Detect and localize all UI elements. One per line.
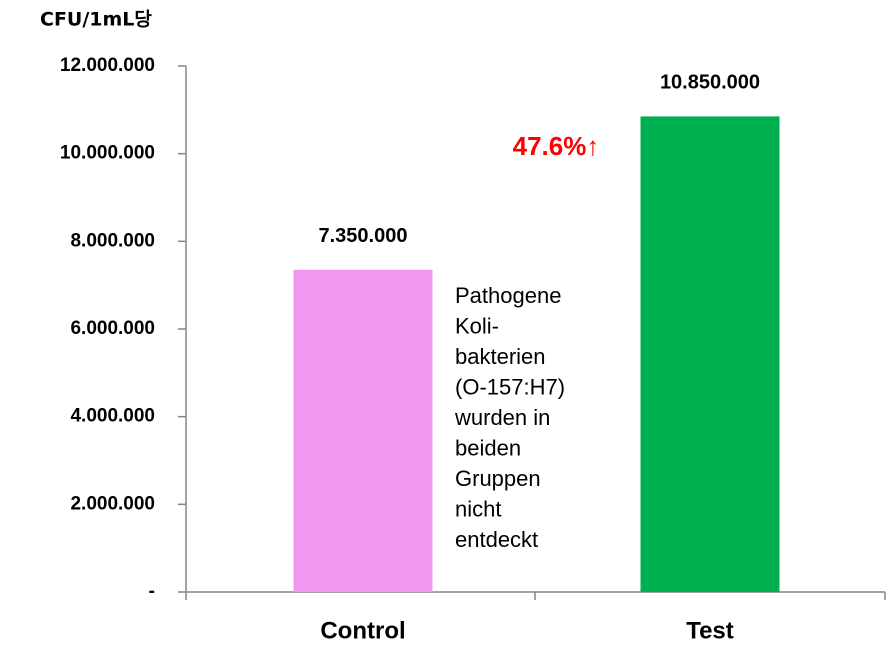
y-tick-label: 8.000.000 — [70, 230, 155, 251]
x-tick-label: Control — [320, 617, 405, 644]
note-line: wurden in — [454, 405, 550, 430]
bar — [640, 116, 780, 593]
increase-annotation: 47.6%↑ — [513, 131, 600, 161]
note-line: Koli- — [455, 313, 499, 338]
note-line: entdeckt — [455, 527, 538, 552]
note-line: nicht — [455, 496, 501, 521]
y-tick-label: 12.000.000 — [60, 55, 155, 76]
note-line: Gruppen — [455, 466, 541, 491]
y-tick-label: - — [149, 581, 155, 602]
note-line: bakterien — [455, 344, 546, 369]
y-tick-label: 4.000.000 — [70, 406, 155, 427]
note-line: beiden — [455, 435, 521, 460]
y-tick-label: 2.000.000 — [70, 493, 155, 514]
x-tick-label: Test — [686, 617, 734, 644]
bar — [293, 269, 433, 592]
note-line: (O-157:H7) — [455, 374, 565, 399]
y-tick-label: 10.000.000 — [60, 143, 155, 164]
value-label: 7.350.000 — [319, 225, 408, 247]
y-axis-label: CFU/1mL당 — [40, 9, 152, 31]
value-label: 10.850.000 — [660, 72, 760, 94]
note-line: Pathogene — [455, 283, 561, 308]
y-tick-label: 6.000.000 — [70, 318, 155, 339]
